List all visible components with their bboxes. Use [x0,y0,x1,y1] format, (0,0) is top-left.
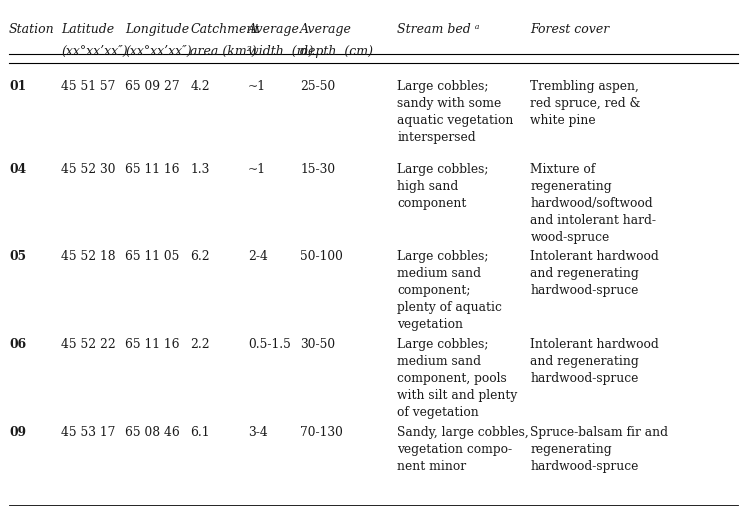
Text: 45 52 22: 45 52 22 [61,338,116,351]
Text: 04: 04 [9,163,26,175]
Text: Large cobbles;
high sand
component: Large cobbles; high sand component [397,163,489,209]
Text: 05: 05 [9,250,26,263]
Text: 45 52 30: 45 52 30 [61,163,116,175]
Text: Large cobbles;
medium sand
component;
plenty of aquatic
vegetation: Large cobbles; medium sand component; pl… [397,250,502,331]
Text: 06: 06 [9,338,26,351]
Text: Spruce-balsam fir and
regenerating
hardwood-spruce: Spruce-balsam fir and regenerating hardw… [530,426,669,473]
Text: 2.2: 2.2 [190,338,210,351]
Text: Large cobbles;
sandy with some
aquatic vegetation
interspersed: Large cobbles; sandy with some aquatic v… [397,80,514,144]
Text: 3-4: 3-4 [248,426,267,439]
Text: depth  (cm): depth (cm) [300,45,374,58]
Text: 65 11 16: 65 11 16 [125,338,180,351]
Text: 65 11 05: 65 11 05 [125,250,180,263]
Text: 45 53 17: 45 53 17 [61,426,116,439]
Text: Average: Average [248,23,300,36]
Text: 65 09 27: 65 09 27 [125,80,180,93]
Text: (xx°xx’xx″): (xx°xx’xx″) [125,45,192,58]
Text: Mixture of
regenerating
hardwood/softwood
and intolerant hard-
wood-spruce: Mixture of regenerating hardwood/softwoo… [530,163,657,244]
Text: Trembling aspen,
red spruce, red &
white pine: Trembling aspen, red spruce, red & white… [530,80,641,127]
Text: 01: 01 [9,80,26,93]
Text: Station: Station [9,23,55,36]
Text: Stream bed ᵃ: Stream bed ᵃ [397,23,480,36]
Text: Catchment: Catchment [190,23,260,36]
Text: 1.3: 1.3 [190,163,210,175]
Text: width  (m): width (m) [248,45,314,58]
Text: 4.2: 4.2 [190,80,210,93]
Text: 2-4: 2-4 [248,250,268,263]
Text: Intolerant hardwood
and regenerating
hardwood-spruce: Intolerant hardwood and regenerating har… [530,250,659,297]
Text: 15-30: 15-30 [300,163,335,175]
Text: Intolerant hardwood
and regenerating
hardwood-spruce: Intolerant hardwood and regenerating har… [530,338,659,385]
Text: 0.5-1.5: 0.5-1.5 [248,338,291,351]
Text: (xx°xx’xx″): (xx°xx’xx″) [61,45,128,58]
Text: Longitude: Longitude [125,23,190,36]
Text: 25-50: 25-50 [300,80,335,93]
Text: 50-100: 50-100 [300,250,343,263]
Text: 45 51 57: 45 51 57 [61,80,116,93]
Text: 70-130: 70-130 [300,426,343,439]
Text: 65 08 46: 65 08 46 [125,426,180,439]
Text: 30-50: 30-50 [300,338,335,351]
Text: 45 52 18: 45 52 18 [61,250,116,263]
Text: 09: 09 [9,426,26,439]
Text: area (km²): area (km²) [190,45,257,58]
Text: Large cobbles;
medium sand
component, pools
with silt and plenty
of vegetation: Large cobbles; medium sand component, po… [397,338,518,419]
Text: Sandy, large cobbles,
vegetation compo-
nent minor: Sandy, large cobbles, vegetation compo- … [397,426,529,473]
Text: 6.2: 6.2 [190,250,210,263]
Text: 6.1: 6.1 [190,426,210,439]
Text: ~1: ~1 [248,80,266,93]
Text: 65 11 16: 65 11 16 [125,163,180,175]
Text: Average: Average [300,23,352,36]
Text: Forest cover: Forest cover [530,23,610,36]
Text: Latitude: Latitude [61,23,114,36]
Text: ~1: ~1 [248,163,266,175]
